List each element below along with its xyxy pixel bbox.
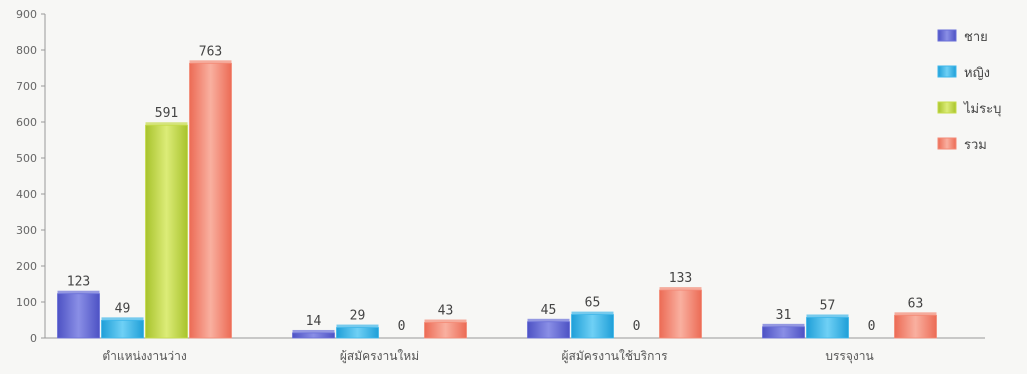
bar-top [762, 323, 805, 327]
y-tick-label: 500 [16, 152, 37, 165]
bar-top [571, 311, 614, 315]
category-label: บรรจุงาน [825, 349, 873, 364]
legend-label: หญิง [964, 66, 990, 81]
bar [57, 293, 100, 339]
bar [571, 314, 614, 339]
y-ticks: 0 100 200 300 400 500 600 700 800 900 [16, 8, 45, 345]
bar [101, 319, 144, 339]
bar [145, 124, 188, 339]
bar-top [189, 60, 232, 64]
bar-top [424, 319, 467, 323]
data-label: 29 [350, 309, 366, 324]
data-label: 43 [438, 304, 454, 319]
category-label: ผู้สมัครงานใหม่ [340, 349, 419, 364]
category-labels: ตำแหน่งงานว่าง ผู้สมัครงานใหม่ ผู้สมัครงาน… [102, 349, 873, 364]
legend-swatch [937, 65, 957, 78]
data-label: 49 [115, 301, 131, 316]
legend-swatch [937, 29, 957, 42]
y-tick-label: 600 [16, 116, 37, 129]
y-tick-label: 300 [16, 224, 37, 237]
data-label: 0 [868, 319, 876, 334]
bar [336, 327, 379, 339]
y-tick-label: 100 [16, 296, 37, 309]
bar-top [57, 290, 100, 294]
y-tick-label: 0 [30, 332, 37, 345]
bar-top [659, 287, 702, 291]
bar [806, 317, 849, 339]
bar [292, 332, 335, 339]
category-label: ผู้สมัครงานใช้บริการ [561, 349, 668, 364]
bar-top [292, 329, 335, 333]
legend-label: ชาย [964, 30, 988, 45]
bar-top [894, 312, 937, 316]
bar [659, 289, 702, 339]
data-label: 123 [67, 275, 90, 290]
legend-swatch [937, 101, 957, 114]
y-tick-label: 400 [16, 188, 37, 201]
data-label: 591 [155, 106, 178, 121]
bar [189, 62, 232, 339]
y-tick-label: 800 [16, 44, 37, 57]
bar [762, 326, 805, 339]
data-label: 65 [585, 296, 601, 311]
bar-top [145, 122, 188, 126]
legend-label: ไม่ระบุ [963, 101, 1001, 117]
bar [424, 322, 467, 339]
data-label: 63 [908, 296, 924, 311]
bar [894, 314, 937, 339]
bar-top [527, 318, 570, 322]
bar [527, 321, 570, 339]
y-tick-label: 200 [16, 260, 37, 273]
legend-label: รวม [964, 138, 987, 153]
bars: 123 49 591 763 14 29 0 43 45 65 0 133 31 57 0 63 [57, 44, 937, 339]
data-label: 0 [633, 319, 641, 334]
bar-top [336, 324, 379, 328]
data-label: 31 [776, 308, 792, 323]
bar-top [806, 314, 849, 318]
data-label: 57 [820, 298, 836, 313]
y-tick-label: 700 [16, 80, 37, 93]
data-label: 0 [398, 319, 406, 334]
legend-swatch [937, 137, 957, 150]
bar-top [101, 317, 144, 321]
data-label: 133 [669, 271, 692, 286]
data-label: 763 [199, 44, 222, 59]
data-label: 45 [541, 303, 557, 318]
y-tick-label: 900 [16, 8, 37, 21]
category-label: ตำแหน่งงานว่าง [102, 349, 186, 363]
data-label: 14 [306, 314, 322, 329]
